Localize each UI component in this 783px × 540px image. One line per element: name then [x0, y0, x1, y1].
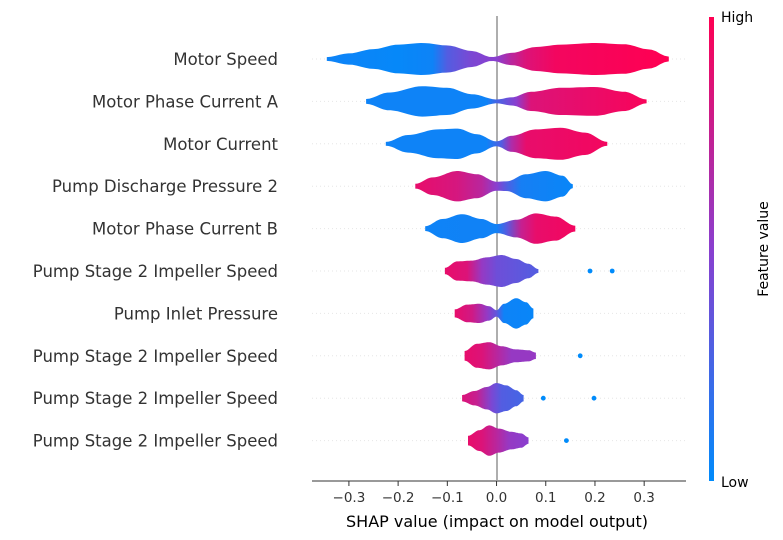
feature-label: Pump Stage 2 Impeller Speed: [33, 347, 278, 366]
violin-shape: [385, 127, 608, 160]
feature-label: Pump Stage 2 Impeller Speed: [33, 262, 278, 281]
feature-label: Motor Phase Current A: [92, 92, 279, 111]
x-axis-title: SHAP value (impact on model output): [346, 512, 648, 531]
row-gridlines: [312, 58, 686, 442]
outlier-point: [564, 438, 569, 443]
feature-label: Motor Phase Current B: [92, 220, 278, 239]
feature-label: Motor Current: [163, 135, 278, 154]
x-tick-label: −0.3: [333, 490, 366, 506]
feature-label: Pump Discharge Pressure 2: [52, 177, 278, 196]
violin-shape: [462, 383, 524, 414]
violin-shape: [444, 255, 539, 287]
colorbar-title: Feature value: [756, 201, 772, 297]
violin-shape: [425, 213, 576, 244]
outlier-point: [587, 268, 593, 274]
feature-label: Motor Speed: [173, 50, 278, 69]
colorbar-gradient: [709, 17, 714, 481]
violin-shape: [366, 86, 647, 117]
x-axis-ticks: −0.3 −0.2 −0.1 0.0 0.1 0.2 0.3: [333, 481, 655, 506]
feature-label: Pump Stage 2 Impeller Speed: [33, 389, 278, 408]
outlier-point: [577, 353, 583, 359]
violin-shape: [468, 425, 529, 456]
feature-label: Pump Stage 2 Impeller Speed: [33, 432, 278, 451]
violin-shape: [415, 171, 573, 202]
x-tick-label: 0.0: [486, 490, 507, 506]
x-tick-label: −0.2: [382, 490, 415, 506]
colorbar-high-label: High: [721, 10, 753, 26]
x-tick-label: 0.3: [633, 490, 654, 506]
outlier-point: [609, 268, 615, 274]
outlier-point: [591, 395, 597, 401]
feature-labels: Motor Speed Motor Phase Current A Motor Cu…: [33, 50, 279, 451]
colorbar: High Low Feature value: [709, 10, 772, 491]
x-tick-label: −0.1: [431, 490, 464, 506]
violin-shape: [326, 43, 669, 75]
x-tick-label: 0.1: [535, 490, 556, 506]
x-tick-label: 0.2: [584, 490, 605, 506]
colorbar-low-label: Low: [721, 475, 749, 491]
violins: [326, 43, 669, 456]
outlier-point: [540, 395, 546, 401]
violin-shape: [464, 342, 536, 370]
feature-label: Pump Inlet Pressure: [114, 304, 278, 323]
violin-shape: [454, 298, 534, 329]
